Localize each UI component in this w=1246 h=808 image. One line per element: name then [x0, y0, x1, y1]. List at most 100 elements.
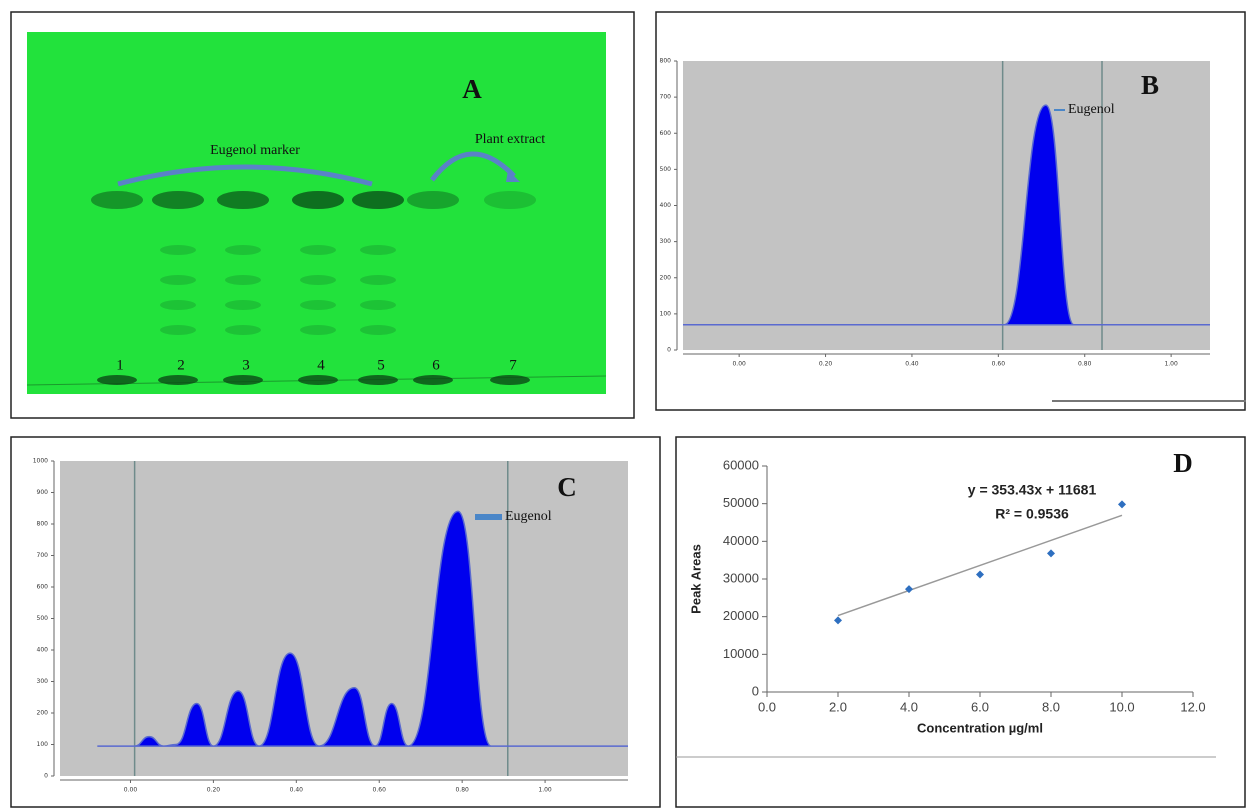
lane-number: 4 — [317, 357, 325, 373]
y-tick-label: 20000 — [723, 608, 759, 623]
annotation: y = 353.43x + 11681 — [968, 482, 1097, 498]
lane-number: 7 — [509, 357, 517, 373]
faint-spot — [360, 300, 396, 310]
data-point — [1118, 500, 1126, 508]
lane-number: 5 — [377, 357, 385, 373]
spot — [413, 375, 453, 385]
y-tick-label: 0 — [752, 683, 759, 698]
figure: 1234567AEugenol markerPlant extract01002… — [0, 0, 1246, 808]
faint-spot — [225, 300, 261, 310]
faint-spot — [160, 325, 196, 335]
y-tick-label: 100 — [660, 310, 672, 317]
faint-spot — [225, 325, 261, 335]
annotation: Plant extract — [475, 132, 545, 147]
x-tick-label: 4.0 — [900, 699, 918, 714]
y-tick-label: 600 — [660, 130, 672, 137]
crop-edge — [1052, 400, 1246, 402]
y-tick-label: 500 — [660, 166, 672, 173]
x-tick-label: 0.20 — [207, 787, 221, 794]
faint-spot — [300, 245, 336, 255]
x-tick-label: 0.80 — [455, 787, 469, 794]
y-tick-label: 0 — [44, 773, 48, 780]
spot — [152, 191, 204, 209]
x-tick-label: 6.0 — [971, 699, 989, 714]
panel-frame — [676, 437, 1245, 807]
spot — [91, 191, 143, 209]
faint-spot — [360, 275, 396, 285]
spot — [97, 375, 137, 385]
y-tick-label: 300 — [660, 238, 672, 245]
y-tick-label: 400 — [660, 202, 672, 209]
spot — [352, 191, 404, 209]
spot — [223, 375, 263, 385]
spot — [292, 191, 344, 209]
y-tick-label: 1000 — [33, 458, 48, 465]
y-axis-title: Peak Areas — [688, 544, 703, 614]
x-tick-label: 0.20 — [819, 361, 833, 368]
lane-number: 2 — [177, 357, 185, 373]
panel-label: B — [1141, 70, 1159, 100]
y-tick-label: 60000 — [723, 457, 759, 472]
faint-spot — [160, 245, 196, 255]
lane-number: 3 — [242, 357, 250, 373]
plot-area — [683, 61, 1210, 350]
y-tick-label: 0 — [667, 347, 671, 354]
x-tick-label: 0.60 — [373, 787, 387, 794]
x-tick-label: 12.0 — [1180, 699, 1205, 714]
faint-spot — [225, 275, 261, 285]
data-point — [976, 570, 984, 578]
y-tick-label: 40000 — [723, 533, 759, 548]
faint-spot — [160, 275, 196, 285]
x-tick-label: 10.0 — [1109, 699, 1134, 714]
x-tick-label: 0.00 — [732, 361, 746, 368]
spot — [407, 191, 459, 209]
y-tick-label: 50000 — [723, 495, 759, 510]
x-tick-label: 0.0 — [758, 699, 776, 714]
y-tick-label: 400 — [37, 647, 49, 654]
spot — [490, 375, 530, 385]
spot — [158, 375, 198, 385]
x-axis-title: Concentration µg/ml — [917, 720, 1043, 735]
y-tick-label: 800 — [37, 521, 49, 528]
spot — [217, 191, 269, 209]
data-point — [834, 616, 842, 624]
y-tick-label: 30000 — [723, 570, 759, 585]
panel-label: C — [557, 472, 577, 502]
spot — [298, 375, 338, 385]
faint-spot — [300, 275, 336, 285]
tlc-plate — [27, 32, 606, 394]
trendline — [838, 515, 1122, 615]
panel-label: A — [462, 74, 482, 104]
y-tick-label: 300 — [37, 678, 49, 685]
y-tick-label: 700 — [660, 94, 672, 101]
x-tick-label: 8.0 — [1042, 699, 1060, 714]
x-tick-label: 0.80 — [1078, 361, 1092, 368]
y-tick-label: 600 — [37, 584, 49, 591]
y-tick-label: 800 — [660, 58, 672, 65]
y-tick-label: 700 — [37, 552, 49, 559]
annotation: Eugenol — [1068, 102, 1115, 117]
x-tick-label: 0.40 — [905, 361, 919, 368]
faint-spot — [360, 325, 396, 335]
y-tick-label: 200 — [660, 274, 672, 281]
x-tick-label: 2.0 — [829, 699, 847, 714]
y-tick-label: 200 — [37, 710, 49, 717]
faint-spot — [360, 245, 396, 255]
y-tick-label: 900 — [37, 489, 49, 496]
faint-spot — [300, 300, 336, 310]
spot — [484, 191, 536, 209]
annotation: Eugenol marker — [210, 143, 300, 158]
x-tick-label: 0.40 — [290, 787, 304, 794]
x-tick-label: 0.00 — [124, 787, 138, 794]
x-tick-label: 1.00 — [1164, 361, 1178, 368]
faint-spot — [300, 325, 336, 335]
x-tick-label: 0.60 — [992, 361, 1006, 368]
annotation: R² = 0.9536 — [995, 506, 1069, 522]
panel-label: D — [1173, 448, 1193, 478]
y-tick-label: 100 — [37, 741, 49, 748]
y-tick-label: 10000 — [723, 646, 759, 661]
spot — [358, 375, 398, 385]
lane-number: 1 — [116, 357, 124, 373]
y-tick-label: 500 — [37, 615, 49, 622]
faint-spot — [160, 300, 196, 310]
